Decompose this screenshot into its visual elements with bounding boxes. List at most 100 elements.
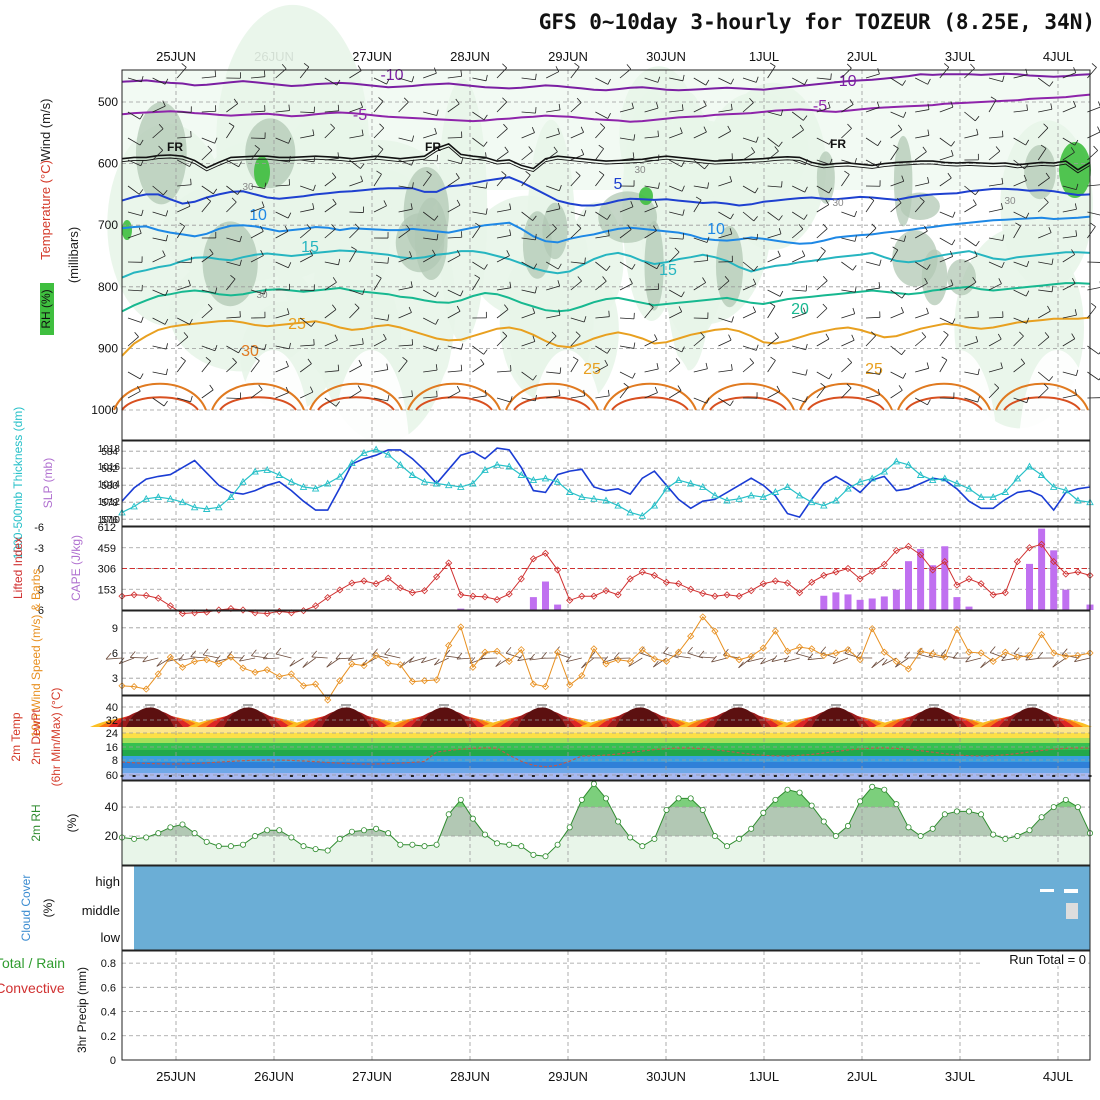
wind-barb-flag	[827, 101, 831, 108]
dewpoint-min-marker	[955, 775, 959, 777]
wind-barb-flag	[778, 141, 783, 147]
wind-barb-flag	[607, 113, 611, 119]
wind-barb-flag	[629, 278, 633, 284]
wind-barb	[546, 185, 560, 192]
wind-barb	[915, 313, 929, 319]
rh2m-point	[1038, 814, 1045, 821]
wind10m-barb-flag	[434, 658, 440, 666]
wind-barb	[447, 103, 460, 113]
temp-fill	[812, 707, 860, 727]
dewpoint-min-marker	[616, 775, 620, 777]
wind-barb	[447, 204, 461, 213]
wind-barb	[595, 235, 610, 239]
thickness-point	[856, 477, 864, 485]
wind-barb	[521, 174, 531, 187]
wind-barb	[447, 310, 461, 319]
wind-barb-flag	[1026, 396, 1030, 403]
wind-barb	[300, 255, 313, 263]
thickness-point	[142, 494, 150, 502]
wind-barb	[792, 159, 806, 166]
wind-barb-flag	[485, 208, 488, 215]
wind-barb-flag	[1001, 203, 1004, 210]
thickness-point	[1013, 474, 1022, 482]
wind-barb	[570, 131, 584, 139]
wind10m-speed-point	[1050, 649, 1058, 657]
wind-barb	[300, 344, 315, 347]
wind-barb	[349, 135, 364, 139]
wind10m-barb	[653, 657, 667, 668]
wind-barb-flag	[679, 127, 683, 134]
wind-barb-flag	[950, 149, 954, 156]
wind10m-speed-point	[251, 668, 259, 676]
wind-barb	[644, 288, 659, 291]
dewpoint-min-marker	[241, 775, 245, 777]
temp-band	[122, 768, 1090, 773]
temp-fill	[910, 707, 958, 727]
wind-barb-flag	[337, 152, 340, 159]
wind-barb-flag	[681, 291, 685, 298]
li-point	[142, 591, 150, 600]
wind-barb-flag	[922, 146, 927, 152]
wind10m-barb-flag	[335, 652, 342, 660]
dewpoint-min-marker	[435, 775, 439, 777]
dewpoint-min-marker	[1052, 775, 1056, 777]
wind-barb-flag	[580, 126, 584, 133]
thickness-point	[832, 496, 840, 504]
wind-barb-flag	[583, 389, 586, 396]
wind-barb-flag	[751, 147, 756, 153]
wind10m-tick-label: 9	[112, 623, 118, 635]
wind10m-barb-flag	[156, 660, 163, 667]
run-total-label: Run Total = 0	[1009, 952, 1086, 967]
date-label-top: 30JUN	[646, 49, 686, 64]
wind-barb	[422, 211, 435, 221]
wind-barb	[964, 237, 977, 247]
upper-axis-title-temperature: Temperature (°C)	[38, 160, 53, 260]
wind-barb	[226, 185, 238, 195]
thickness-point	[323, 479, 332, 487]
wind-barb-flag	[705, 362, 708, 369]
dewpoint-min-marker	[652, 775, 656, 777]
wind-barb-flag	[626, 64, 632, 70]
wind-barb-flag	[1048, 376, 1054, 382]
wind10m-speed-point	[493, 647, 501, 655]
wind-barb-flag	[749, 358, 755, 364]
wind10m-barb	[895, 657, 909, 668]
date-label-top: 4JUL	[1043, 49, 1073, 64]
rh2m-point	[457, 796, 464, 803]
rh2m-point	[941, 811, 948, 818]
wind-barb-flag	[804, 186, 808, 193]
rh2m-point	[373, 825, 380, 832]
thickness-point	[916, 471, 925, 478]
li-point	[118, 592, 126, 600]
li-point	[614, 591, 622, 599]
thickness-point	[626, 508, 634, 516]
wind-barb-flag	[972, 199, 977, 205]
wind-barb	[693, 185, 708, 189]
wind-barb-flag	[653, 225, 657, 231]
wind-barb	[570, 395, 585, 399]
wind-barb	[423, 369, 438, 373]
dry-layer	[235, 350, 311, 440]
temp2m-tick-label: 8	[112, 755, 118, 767]
wind10m-barb	[1074, 657, 1091, 663]
wind-barb	[521, 397, 536, 402]
wind10m-speed-point	[1062, 652, 1070, 660]
date-label-bottom: 29JUN	[548, 1069, 588, 1084]
wind10m-barb-flag	[226, 651, 233, 658]
wind-barb-flag	[779, 290, 784, 297]
wind-barb-flag	[854, 158, 857, 165]
wind-barb-flag	[179, 222, 185, 227]
wind10m-speed-point	[759, 644, 767, 652]
wind-barb	[644, 107, 659, 113]
wind-barb-flag	[805, 369, 808, 376]
li-point	[808, 578, 816, 586]
wind-barb-flag	[729, 400, 734, 406]
wind-barb	[915, 182, 929, 187]
wind10m-barb	[434, 657, 449, 666]
wind-barb	[767, 185, 782, 188]
wind10m-barb-flag	[239, 654, 245, 662]
wind-barb	[816, 371, 830, 380]
wind-barb	[349, 343, 364, 347]
wind-barb-flag	[731, 364, 733, 371]
date-label-bottom: 4JUL	[1043, 1069, 1073, 1084]
